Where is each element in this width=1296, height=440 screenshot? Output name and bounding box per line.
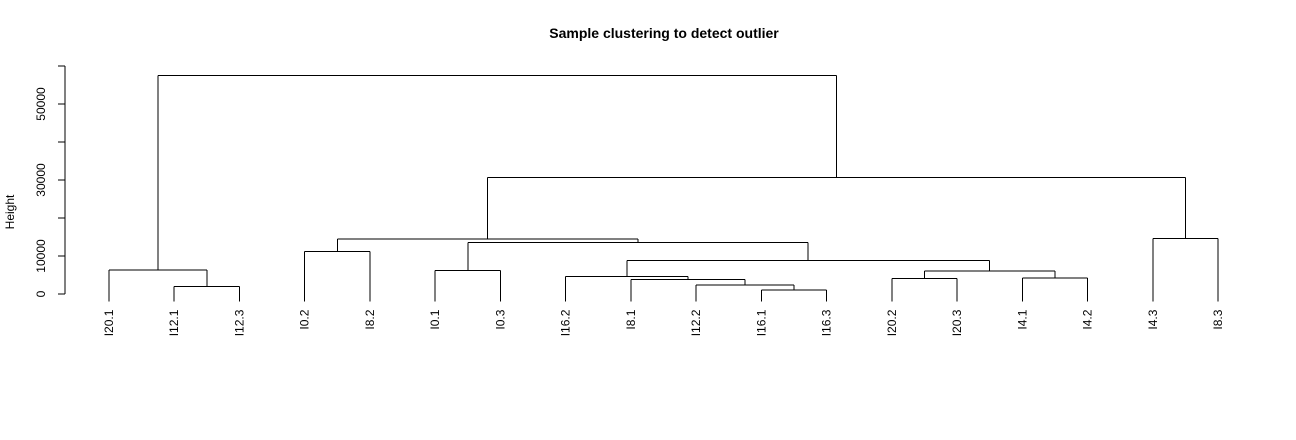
leaf-label: I4.3: [1146, 309, 1160, 329]
leaf-label: I12.1: [167, 309, 181, 336]
leaf-label: I8.2: [363, 309, 377, 329]
leaf-label: I12.2: [689, 309, 703, 336]
leaf-label: I20.3: [950, 309, 964, 336]
y-axis-label: Height: [3, 194, 17, 229]
y-axis: 0 10000 30000 50000: [34, 65, 66, 297]
leaf-label: I8.1: [624, 309, 638, 329]
y-tick-label: 10000: [34, 239, 48, 273]
y-tick-label: 0: [34, 290, 48, 297]
leaf-label: I4.1: [1015, 309, 1029, 329]
leaf-label: I12.3: [232, 309, 246, 336]
leaf-label: I0.3: [493, 309, 507, 329]
leaf-label: I4.2: [1081, 309, 1095, 329]
leaf-label: I8.3: [1211, 309, 1225, 329]
leaf-label: I20.1: [102, 309, 116, 336]
leaf-label: I20.2: [885, 309, 899, 336]
leaf-label: I16.1: [754, 309, 768, 336]
dendrogram-tree: [108, 75, 1219, 302]
leaf-label: I0.2: [298, 309, 312, 329]
leaf-labels: I20.1 I12.1 I12.3 I0.2 I8.2 I0.1 I0.3 I16.2 I8.1…: [102, 309, 1225, 336]
leaf-label: I16.2: [559, 309, 573, 336]
chart-title: Sample clustering to detect outlier: [549, 25, 779, 41]
y-tick-label: 50000: [34, 87, 48, 121]
leaf-label: I0.1: [428, 309, 442, 329]
leaf-label: I16.3: [820, 309, 834, 336]
y-tick-label: 30000: [34, 163, 48, 197]
